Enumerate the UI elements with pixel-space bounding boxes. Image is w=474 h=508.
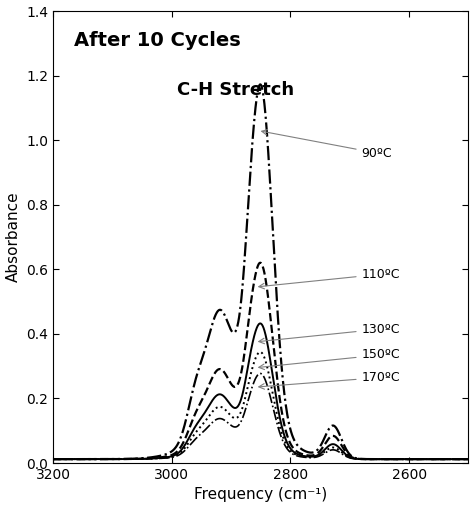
Text: 110ºC: 110ºC — [259, 268, 400, 289]
Text: 90ºC: 90ºC — [262, 130, 392, 160]
Text: C-H Stretch: C-H Stretch — [177, 81, 294, 99]
Text: 150ºC: 150ºC — [259, 348, 400, 370]
Text: 170ºC: 170ºC — [259, 371, 400, 389]
Text: After 10 Cycles: After 10 Cycles — [74, 31, 240, 50]
X-axis label: Frequency (cm⁻¹): Frequency (cm⁻¹) — [194, 488, 328, 502]
Y-axis label: Absorbance: Absorbance — [6, 192, 20, 282]
Text: 130ºC: 130ºC — [259, 323, 400, 344]
